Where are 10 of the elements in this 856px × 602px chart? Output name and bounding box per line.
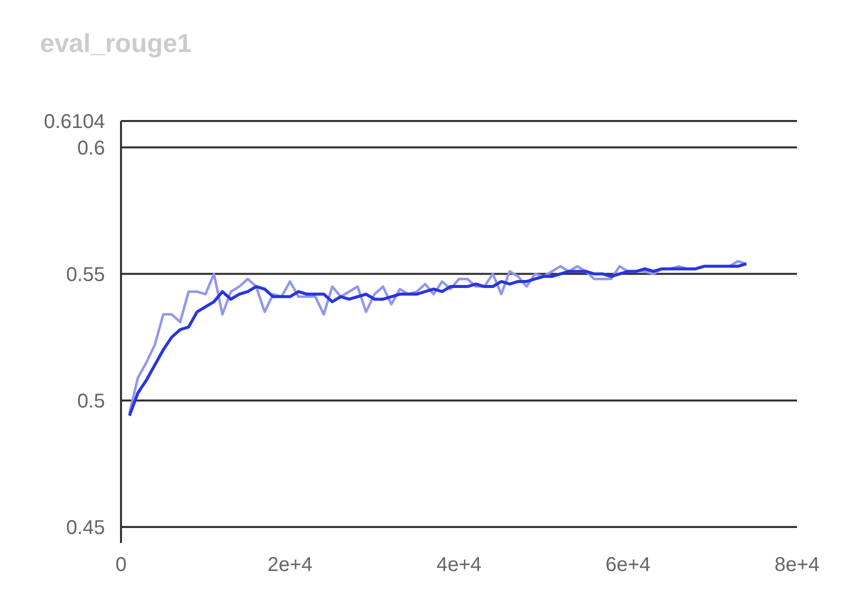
y-tick-label: 0.5 bbox=[77, 390, 105, 413]
y-tick-label: 0.55 bbox=[66, 264, 105, 286]
x-tick-label: 6e+4 bbox=[605, 554, 651, 576]
x-tick-label: 0 bbox=[115, 554, 127, 576]
x-tick-label: 8e+4 bbox=[774, 554, 820, 576]
x-tick-label: 2e+4 bbox=[267, 554, 313, 576]
y-tick-label: 0.6104 bbox=[44, 111, 105, 134]
y-tick-label: 0.45 bbox=[66, 517, 105, 540]
x-tick-label: 4e+4 bbox=[436, 554, 482, 576]
y-tick-label: 0.6 bbox=[77, 137, 105, 160]
